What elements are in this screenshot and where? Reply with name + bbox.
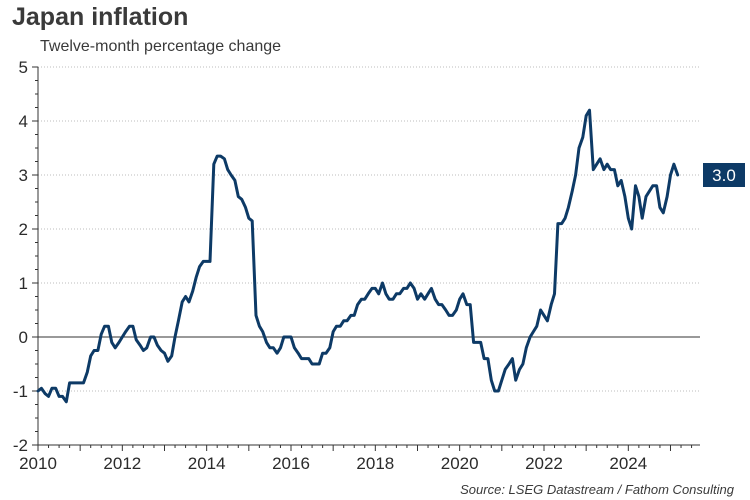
axes: [32, 66, 700, 451]
y-tick-label: -1: [13, 382, 28, 401]
x-tick-label: 2014: [188, 454, 226, 473]
y-tick-label: 2: [19, 220, 28, 239]
x-tick-label: 2022: [525, 454, 563, 473]
x-tick-label: 2024: [609, 454, 647, 473]
tick-labels: -2 -1 0 1 2 3 4 5 2010 2012 2014 2016 2018 2020 2022 20…: [13, 58, 647, 473]
series-line: [36, 108, 680, 404]
last-value-label: 3.0: [712, 166, 736, 185]
y-tick-label: 4: [19, 112, 28, 131]
x-tick-label: 2020: [441, 454, 479, 473]
gridlines: [38, 66, 700, 392]
y-tick-label: 3: [19, 166, 28, 185]
series-layer: [36, 108, 680, 404]
x-tick-label: 2010: [19, 454, 57, 473]
y-tick-label: 0: [19, 328, 28, 347]
chart-subtitle: Twelve-month percentage change: [40, 38, 282, 55]
y-tick-label: -2: [13, 436, 28, 455]
last-value-badge-bg: [703, 163, 745, 187]
x-tick-label: 2018: [356, 454, 394, 473]
last-value-badge: 3.0: [703, 163, 745, 187]
y-tick-label: 5: [19, 58, 28, 77]
chart-title: Japan inflation: [12, 3, 189, 31]
x-tick-label: 2016: [272, 454, 310, 473]
y-tick-label: 1: [19, 274, 28, 293]
source-note: Source: LSEG Datastream / Fathom Consult…: [460, 482, 734, 497]
x-tick-label: 2012: [103, 454, 141, 473]
